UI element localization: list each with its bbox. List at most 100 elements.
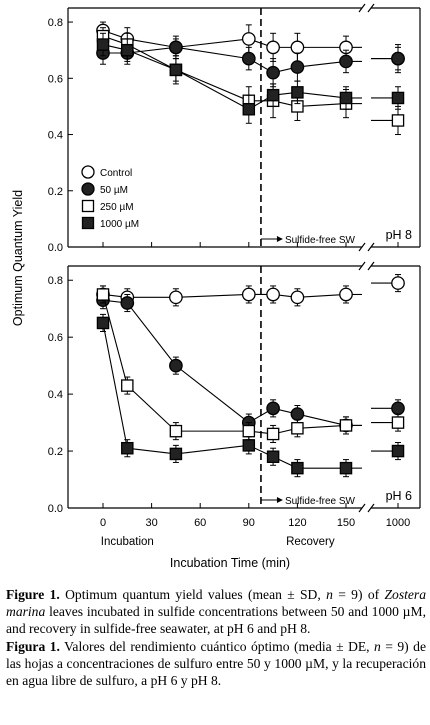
y-tick-label: 0.8 (48, 275, 63, 287)
data-point (391, 91, 405, 105)
data-point (242, 424, 256, 438)
y-tick-label: 0.2 (48, 446, 63, 458)
data-point (169, 63, 183, 77)
data-point (391, 51, 405, 66)
data-point (242, 102, 256, 116)
caption-english-text-1: Optimum quantum yield values (mean ± SD, (59, 587, 327, 602)
x-tick-label: 90 (243, 517, 255, 529)
data-point (391, 401, 405, 416)
series-filled-square (96, 313, 405, 478)
legend-marker (81, 199, 95, 213)
data-point (242, 439, 256, 452)
x-tick-label: 60 (194, 517, 206, 529)
y-tick-label: 0.2 (48, 186, 63, 198)
data-point (339, 287, 353, 302)
recovery-label: Sulfide-free SW (285, 496, 356, 507)
caption-english-species: Zostera marina (6, 587, 427, 620)
y-tick-label: 0.6 (48, 332, 63, 344)
x-tick-label: 120 (288, 517, 306, 529)
legend-label: 1000 µM (100, 219, 139, 230)
caption-english-text-3: leaves incubated in sulfide concentratio… (6, 604, 426, 637)
legend-label: 250 µM (100, 202, 134, 213)
axis-break-mark (367, 261, 375, 271)
data-point (241, 32, 256, 46)
panel-label: pH 6 (386, 489, 412, 503)
axis-break-mark (358, 261, 366, 271)
series-open-circle (96, 274, 405, 307)
x-axis-label: Incubation Time (min) (170, 556, 290, 570)
panel-label: pH 8 (386, 228, 412, 242)
series-line (102, 299, 347, 426)
data-point (169, 40, 183, 55)
data-point (96, 38, 110, 51)
data-point (96, 288, 110, 301)
data-point (391, 114, 405, 127)
caption-english: Figure 1. Optimum quantum yield values (… (6, 586, 426, 638)
series-filled-square (96, 32, 405, 124)
legend-label: 50 µM (100, 185, 128, 196)
x-tick-label: 150 (337, 517, 355, 529)
data-point (169, 424, 183, 438)
x-group-label-incubation: Incubation (101, 536, 154, 548)
legend: Control 50 µM 250 µM 1000 µM (81, 165, 139, 230)
legend-marker (81, 165, 95, 179)
caption-spanish-label: Figura 1. (6, 638, 60, 654)
data-point (290, 290, 305, 305)
caption-spanish: Figura 1. Valores del rendimiento cuánti… (6, 638, 426, 690)
data-point (291, 86, 304, 99)
data-point (241, 287, 256, 302)
series-open-square (96, 285, 405, 444)
x-tick-label: 1000 (386, 517, 410, 529)
caption-english-n: n (326, 587, 333, 602)
series-line (102, 322, 346, 469)
legend-label: Control (100, 168, 132, 179)
data-point (121, 379, 134, 392)
x-tick-label: 0 (100, 517, 106, 529)
data-point (121, 441, 134, 455)
data-point (266, 450, 280, 464)
data-point (291, 422, 304, 435)
data-point (266, 40, 280, 55)
series-line (102, 29, 346, 48)
caption-spanish-text-2: = 9) de las hojas a concentraciones de s… (6, 638, 426, 689)
axis-break-mark (358, 242, 366, 252)
axis-break-mark (367, 503, 375, 513)
legend-marker (81, 182, 95, 196)
data-point (169, 447, 183, 461)
y-tick-label: 0.0 (48, 503, 63, 515)
x-group-label-recovery: Recovery (286, 536, 335, 548)
figure-caption: Figure 1. Optimum quantum yield values (… (6, 586, 426, 689)
legend-marker (81, 216, 95, 230)
y-tick-label: 0.8 (48, 17, 63, 29)
caption-spanish-n: n (374, 638, 381, 654)
recovery-arrow-head (276, 236, 283, 242)
y-tick-label: 0.4 (48, 130, 63, 142)
data-point (291, 461, 304, 475)
data-point (266, 427, 280, 441)
data-point (290, 60, 305, 74)
y-tick-label: 0.4 (48, 389, 63, 401)
data-point (266, 65, 280, 80)
series-line (102, 293, 347, 298)
data-point (266, 401, 280, 416)
y-axis-label: Optimum Quantum Yield (11, 190, 25, 326)
axis-break-mark (367, 242, 375, 252)
recovery-arrow-head (276, 497, 283, 503)
data-point (121, 43, 134, 57)
axis-break-mark (358, 503, 366, 513)
recovery-label: Sulfide-free SW (285, 235, 356, 246)
series-line (102, 44, 347, 110)
data-point (339, 419, 353, 432)
data-point (339, 54, 353, 69)
y-tick-label: 0.6 (48, 73, 63, 85)
data-point (266, 88, 280, 102)
panel-ph8: 0.0 0.2 0.4 0.6 0.8 Sulfide-free SW pH 8 (48, 3, 421, 254)
data-point (96, 316, 110, 330)
caption-spanish-text-1: Valores del rendimiento cuántico óptimo … (59, 638, 375, 654)
axis-break-mark (367, 3, 375, 13)
data-point (391, 416, 405, 429)
data-point (169, 290, 183, 305)
data-point (391, 276, 405, 290)
data-point (339, 461, 353, 475)
axis-break-mark (358, 3, 366, 13)
